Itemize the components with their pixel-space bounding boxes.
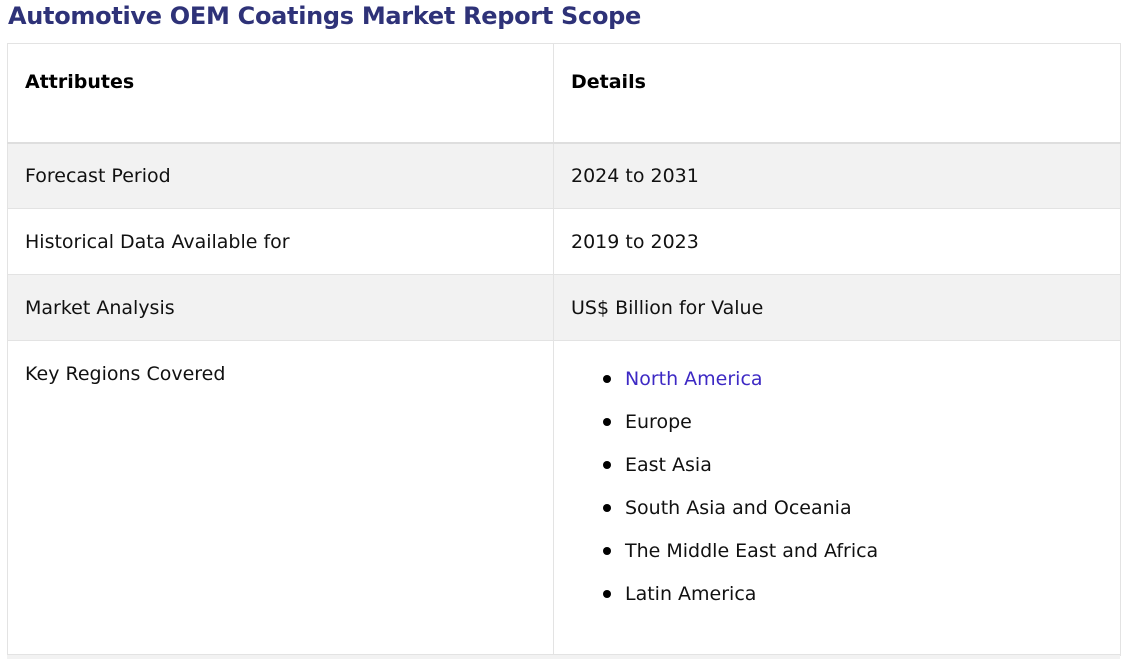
attribute-cell: Key Regions Covered xyxy=(7,340,554,656)
attribute-cell: Historical Data Available for xyxy=(7,208,554,275)
regions-details-cell: North America Europe East Asia South Asi… xyxy=(553,340,1121,656)
report-scope-table: Attributes Details Forecast Period 2024 … xyxy=(7,43,1121,656)
header-attributes: Attributes xyxy=(7,43,554,143)
details-cell: 2024 to 2031 xyxy=(553,142,1121,209)
region-item: East Asia xyxy=(603,451,1120,494)
region-item[interactable]: North America xyxy=(603,365,1120,408)
details-cell: US$ Billion for Value xyxy=(553,274,1121,341)
header-details: Details xyxy=(553,43,1121,143)
region-list: North America Europe East Asia South Asi… xyxy=(571,365,1120,623)
details-cell: 2019 to 2023 xyxy=(553,208,1121,275)
table-header-row: Attributes Details xyxy=(7,43,1121,143)
attribute-cell: Forecast Period xyxy=(7,142,554,209)
region-item: Europe xyxy=(603,408,1120,451)
attribute-cell: Market Analysis xyxy=(7,274,554,341)
region-item: The Middle East and Africa xyxy=(603,537,1120,580)
table-row: Forecast Period 2024 to 2031 xyxy=(7,142,1121,209)
table-row: Historical Data Available for 2019 to 20… xyxy=(7,208,1121,275)
next-row-edge xyxy=(7,654,1120,659)
region-item: Latin America xyxy=(603,580,1120,623)
page-title: Automotive OEM Coatings Market Report Sc… xyxy=(8,2,642,30)
table-row: Market Analysis US$ Billion for Value xyxy=(7,274,1121,341)
region-item: South Asia and Oceania xyxy=(603,494,1120,537)
region-link-north-america[interactable]: North America xyxy=(625,368,763,390)
table-row-regions: Key Regions Covered North America Europe… xyxy=(7,340,1121,656)
